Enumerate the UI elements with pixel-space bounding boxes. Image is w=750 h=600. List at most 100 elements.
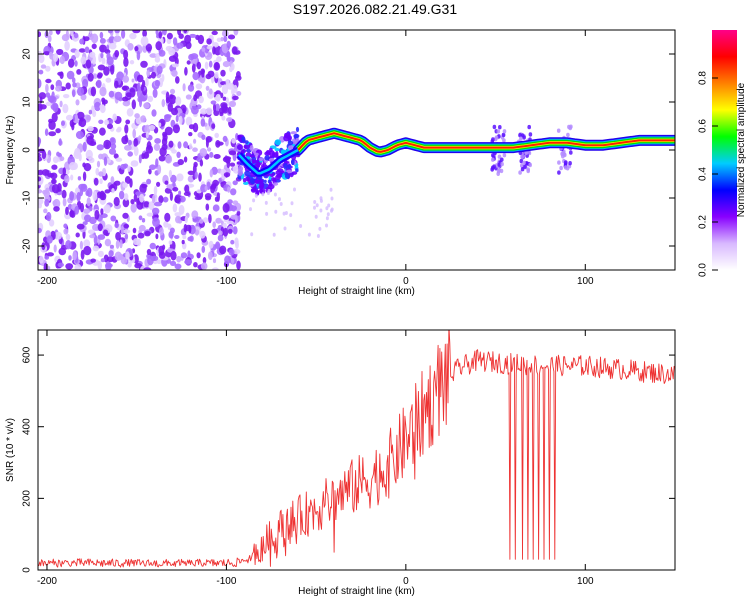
noise-speckle: [179, 115, 183, 125]
noise-speckle: [201, 69, 205, 78]
noise-speckle: [90, 86, 97, 97]
noise-speckle: [155, 158, 159, 168]
noise-speckle: [181, 239, 185, 245]
noise-speckle: [229, 162, 236, 167]
noise-speckle: [87, 126, 94, 132]
snr-layer: [38, 330, 675, 568]
noise-speckle: [232, 226, 238, 235]
noise-speckle: [120, 163, 127, 170]
noise-speckle: [71, 89, 76, 98]
faint-speckle: [325, 206, 329, 211]
noise-speckle: [169, 227, 175, 234]
noise-speckle: [97, 234, 106, 240]
noise-speckle: [69, 210, 74, 218]
x-axis-label: Height of straight line (km): [298, 286, 415, 297]
side-speckle: [518, 133, 522, 138]
noise-speckle: [98, 119, 104, 125]
noise-speckle: [121, 30, 126, 39]
noise-speckle: [139, 193, 145, 203]
noise-speckle: [205, 136, 212, 143]
side-speckle: [527, 124, 531, 130]
side-speckle: [501, 132, 506, 138]
noise-speckle: [55, 30, 61, 35]
noise-speckle: [59, 100, 63, 108]
noise-speckle: [236, 91, 242, 96]
noise-speckle: [38, 152, 41, 158]
heatmap-layer: [38, 30, 675, 270]
noise-speckle: [97, 250, 104, 258]
noise-speckle: [183, 30, 188, 34]
noise-speckle: [188, 53, 195, 61]
noise-speckle: [55, 85, 62, 92]
noise-speckle: [145, 131, 149, 139]
noise-speckle: [41, 150, 47, 159]
noise-speckle: [122, 198, 130, 208]
noise-speckle: [192, 72, 200, 81]
noise-speckle: [87, 229, 95, 235]
noise-speckle: [158, 122, 162, 127]
noise-speckle: [172, 203, 178, 213]
onset-speckle: [287, 140, 294, 146]
side-speckle: [518, 170, 522, 175]
noise-speckle: [187, 84, 195, 92]
faint-speckle: [264, 200, 268, 205]
noise-speckle: [144, 230, 151, 237]
noise-speckle: [48, 30, 53, 36]
noise-speckle: [185, 116, 193, 126]
noise-speckle: [130, 203, 137, 213]
noise-speckle: [69, 191, 74, 201]
onset-speckle: [243, 144, 251, 150]
noise-speckle: [61, 189, 67, 199]
onset-speckle: [268, 181, 273, 187]
side-speckle: [566, 132, 570, 138]
faint-speckle: [316, 234, 320, 238]
noise-speckle: [148, 124, 156, 131]
noise-speckle: [216, 141, 224, 146]
y-axis-label: SNR (10 * v/v): [5, 418, 16, 482]
faint-speckle: [283, 226, 287, 231]
noise-speckle: [165, 91, 170, 102]
noise-speckle: [134, 113, 140, 119]
noise-speckle: [176, 151, 181, 158]
onset-speckle: [259, 182, 265, 189]
noise-speckle: [65, 240, 72, 250]
noise-speckle: [166, 184, 173, 189]
noise-speckle: [222, 222, 227, 228]
noise-speckle: [51, 112, 58, 123]
onset-speckle: [291, 158, 295, 166]
noise-speckle: [99, 127, 106, 136]
noise-speckle: [132, 30, 141, 34]
noise-speckle: [104, 238, 112, 247]
noise-speckle: [124, 193, 129, 201]
faint-speckle: [315, 203, 319, 208]
noise-speckle: [164, 114, 172, 119]
y-tick-label: 0: [22, 147, 33, 153]
noise-speckle: [212, 183, 217, 188]
noise-speckle: [139, 97, 142, 108]
noise-speckle: [220, 92, 224, 99]
side-speckle: [522, 135, 526, 140]
side-speckle: [491, 153, 495, 158]
noise-speckle: [103, 66, 110, 76]
noise-speckle: [176, 173, 184, 182]
noise-speckle: [129, 178, 133, 188]
faint-speckle: [272, 232, 276, 237]
side-speckle: [557, 160, 561, 165]
noise-speckle: [100, 258, 106, 263]
noise-speckle: [85, 149, 93, 160]
side-speckle: [560, 151, 564, 157]
noise-speckle: [79, 240, 83, 250]
noise-speckle: [47, 173, 55, 178]
side-speckle: [499, 168, 504, 174]
noise-speckle: [82, 141, 87, 152]
noise-speckle: [189, 143, 193, 150]
noise-speckle: [208, 251, 213, 260]
noise-speckle: [109, 244, 114, 249]
side-speckle: [502, 129, 507, 134]
noise-speckle: [82, 78, 89, 89]
noise-speckle: [120, 225, 124, 235]
noise-speckle: [207, 147, 212, 152]
noise-speckle: [76, 192, 81, 202]
noise-speckle: [110, 176, 115, 185]
noise-speckle: [218, 230, 223, 236]
